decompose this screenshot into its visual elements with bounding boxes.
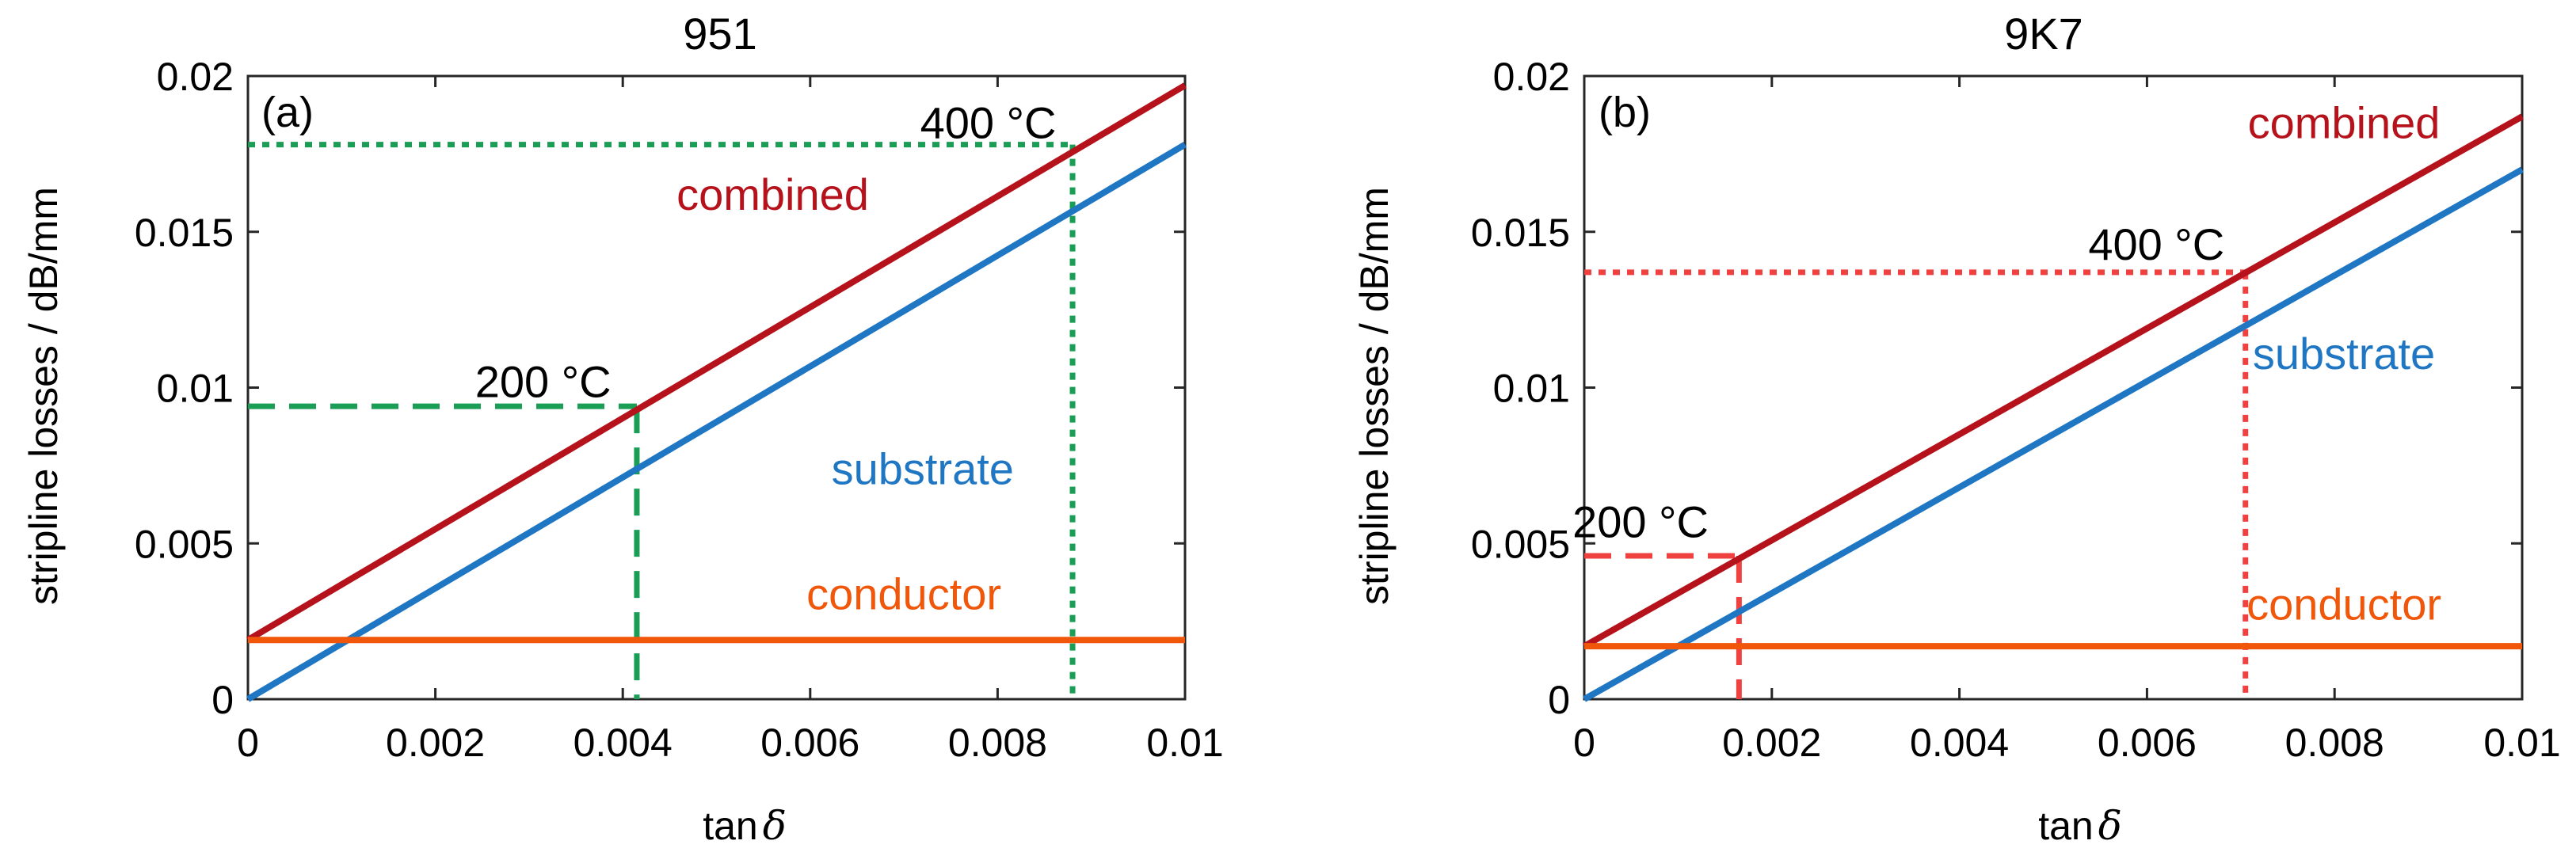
x-tick-label: 0.006 bbox=[760, 721, 859, 765]
series-label-combined: combined bbox=[2248, 98, 2441, 148]
series-label-conductor: conductor bbox=[806, 569, 1001, 619]
series-label-substrate: substrate bbox=[832, 443, 1014, 493]
y-tick-label: 0.015 bbox=[1471, 211, 1570, 255]
x-axis-label: tan δ bbox=[703, 803, 787, 849]
x-tick-label: 0.004 bbox=[1910, 721, 2009, 765]
panel-label: (a) bbox=[261, 89, 314, 136]
series-line-combined bbox=[1583, 113, 2524, 649]
y-tick-label: 0.005 bbox=[135, 522, 234, 566]
series-label-combined: combined bbox=[676, 169, 869, 219]
x-tick-label: 0 bbox=[1573, 721, 1595, 765]
x-tick-label: 0.004 bbox=[574, 721, 673, 765]
y-axis-label: stripline losses / dB/mm bbox=[1352, 187, 1397, 605]
x-axis-label-symbol: δ bbox=[763, 803, 787, 849]
series-line-substrate bbox=[1583, 166, 2524, 702]
x-axis-label: tan δ bbox=[2038, 803, 2122, 849]
x-tick-label: 0.01 bbox=[1146, 721, 1223, 765]
y-tick-label: 0.01 bbox=[1493, 367, 1570, 411]
chart-title: 9K7 bbox=[2004, 9, 2083, 59]
series-line-substrate bbox=[246, 142, 1187, 702]
y-tick-label: 0.015 bbox=[135, 211, 234, 255]
x-tick-label: 0.002 bbox=[1722, 721, 1821, 765]
x-tick-label: 0.002 bbox=[386, 721, 485, 765]
panel-b: 9K7 stripline losses / dB/mm tan δ 0 0.002… bbox=[1352, 9, 2561, 849]
y-tick-label: 0 bbox=[1548, 678, 1570, 722]
x-tick-label: 0.008 bbox=[948, 721, 1047, 765]
plot-area: 0 0.002 0.004 0.006 0.008 0.01 0 0.005 0.01 0.015… bbox=[135, 55, 1224, 765]
chart-title: 951 bbox=[683, 9, 756, 59]
x-axis-label-main: tan bbox=[703, 804, 758, 848]
y-axis-label: stripline losses / dB/mm bbox=[21, 187, 66, 605]
y-tick-label: 0.02 bbox=[157, 55, 234, 99]
y-tick-label: 0 bbox=[211, 678, 234, 722]
marker-label: 200 °C bbox=[1572, 496, 1709, 546]
y-tick-label: 0.02 bbox=[1493, 55, 1570, 99]
x-tick-label: 0.006 bbox=[2098, 721, 2197, 765]
marker-label: 400 °C bbox=[2088, 219, 2224, 269]
x-axis-label-main: tan bbox=[2038, 804, 2094, 848]
plot-area: 0 0.002 0.004 0.006 0.008 0.01 0 0.005 0.01 0.015… bbox=[1471, 55, 2561, 765]
x-tick-label: 0.01 bbox=[2483, 721, 2560, 765]
y-tick-label: 0.005 bbox=[1471, 522, 1570, 566]
x-tick-label: 0 bbox=[237, 721, 259, 765]
series-label-conductor: conductor bbox=[2246, 580, 2441, 629]
x-axis-label-symbol: δ bbox=[2098, 803, 2122, 849]
y-tick-label: 0.01 bbox=[157, 367, 234, 411]
series-label-substrate: substrate bbox=[2253, 329, 2435, 378]
x-tick-label: 0.008 bbox=[2285, 721, 2384, 765]
panel-a: 951 stripline losses / dB/mm tan δ 0 0.002… bbox=[21, 9, 1224, 849]
marker-label: 200 °C bbox=[475, 356, 612, 406]
marker-label: 400 °C bbox=[920, 98, 1057, 148]
panel-label: (b) bbox=[1599, 89, 1651, 136]
series-line-combined bbox=[246, 82, 1187, 643]
